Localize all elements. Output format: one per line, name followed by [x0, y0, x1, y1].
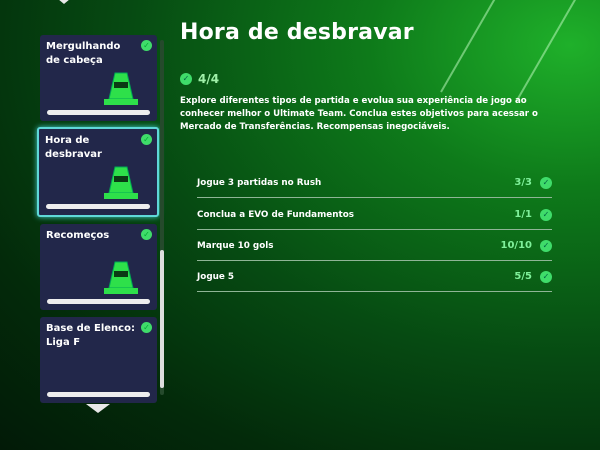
check-icon: ✓: [540, 270, 552, 283]
description: Explore diferentes tipos de partida e ev…: [180, 96, 538, 132]
objective-name: Marque 10 gols: [197, 240, 274, 251]
card-title: Base de Elenco: Liga F: [46, 323, 135, 348]
objective-progress: 3/3: [514, 177, 532, 188]
check-icon: ✓: [141, 134, 152, 145]
progress-bar: [47, 392, 150, 397]
objective-row: Marque 10 gols 10/10 ✓: [197, 231, 552, 261]
check-icon: ✓: [141, 322, 152, 333]
objective-progress: 1/1: [514, 209, 532, 220]
objective-group-card[interactable]: Base de Elenco: Liga F ✓: [40, 317, 157, 403]
objective-progress: 5/5: [514, 271, 532, 282]
objective-progress: 10/10: [500, 240, 532, 251]
objective-group-card-selected[interactable]: Hora de desbravar ✓: [37, 127, 159, 217]
objective-row: Jogue 5 5/5 ✓: [197, 262, 552, 292]
scrollbar[interactable]: [160, 40, 164, 395]
objective-row: Jogue 3 partidas no Rush 3/3 ✓: [197, 168, 552, 198]
progress-count: 4/4: [198, 72, 220, 86]
check-icon: ✓: [141, 229, 152, 240]
objective-group-card[interactable]: Mergulhando de cabeça ✓: [40, 35, 157, 121]
objective-group-card[interactable]: Recomeços ✓: [40, 224, 157, 310]
background-streak: [440, 0, 502, 93]
traffic-cone-icon: [104, 72, 138, 105]
progress-bar: [46, 204, 150, 209]
check-icon: ✓: [540, 176, 552, 189]
traffic-cone-icon: [104, 166, 138, 199]
page-title: Hora de desbravar: [180, 20, 414, 45]
objective-row: Conclua a EVO de Fundamentos 1/1 ✓: [197, 200, 552, 230]
card-title: Mergulhando de cabeça: [46, 41, 121, 66]
objective-name: Conclua a EVO de Fundamentos: [197, 209, 354, 220]
traffic-cone-icon: [104, 261, 138, 294]
card-title: Hora de desbravar: [45, 135, 102, 160]
background-streak: [515, 0, 577, 103]
scroll-up-arrow-icon[interactable]: [52, 0, 76, 4]
progress-bar: [47, 110, 150, 115]
check-icon: ✓: [540, 239, 552, 252]
check-icon: ✓: [141, 40, 152, 51]
check-icon: ✓: [180, 73, 192, 85]
objective-name: Jogue 5: [197, 271, 235, 282]
scrollbar-thumb[interactable]: [160, 250, 164, 388]
scroll-down-arrow-icon[interactable]: [86, 404, 110, 413]
objective-name: Jogue 3 partidas no Rush: [197, 177, 322, 188]
card-title: Recomeços: [46, 230, 110, 241]
progress-summary: ✓ 4/4: [180, 72, 219, 86]
check-icon: ✓: [540, 208, 552, 221]
progress-bar: [47, 299, 150, 304]
